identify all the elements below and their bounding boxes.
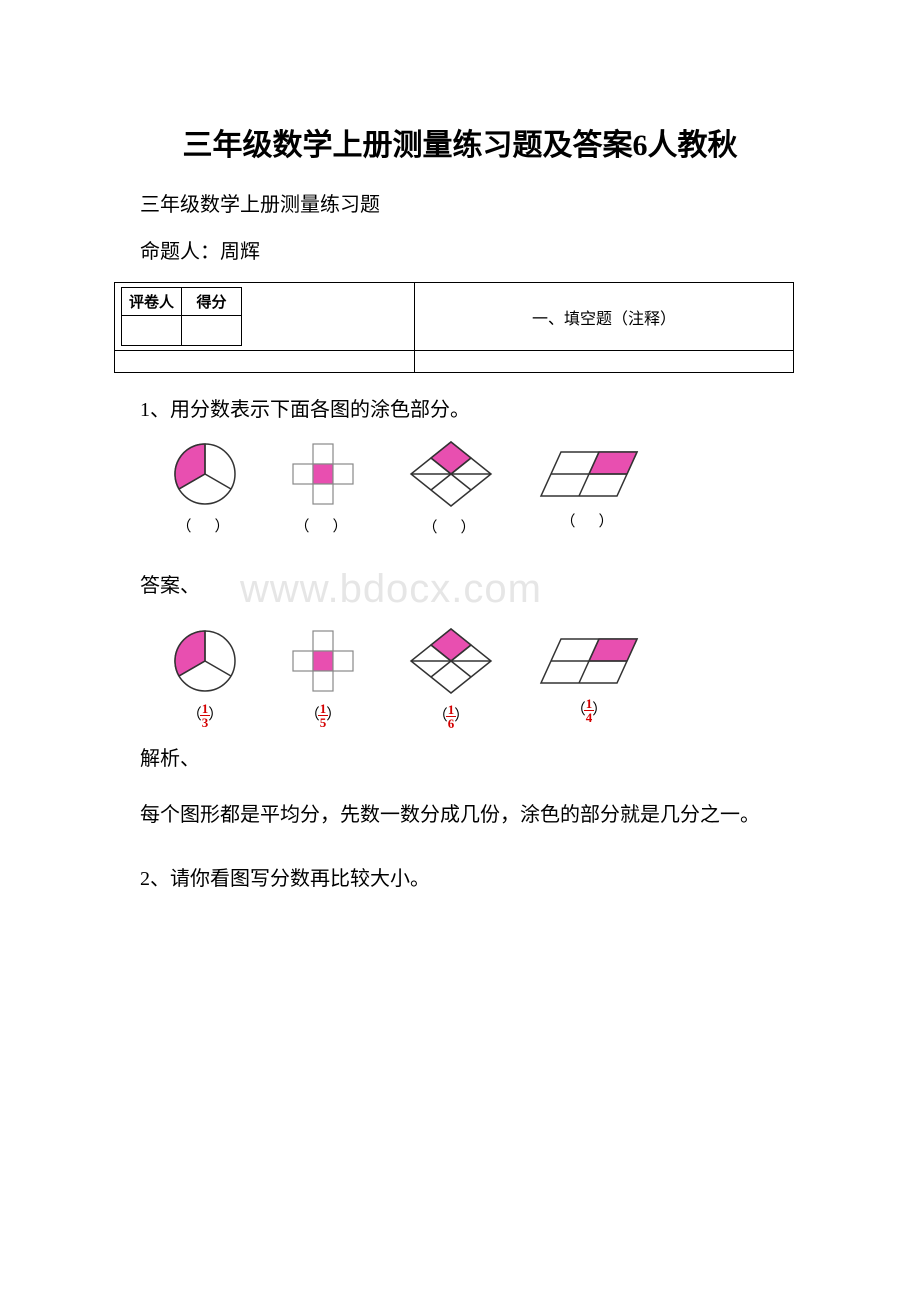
ans-rhombus-caption: （14） <box>571 697 608 724</box>
ans-circle-caption: （13） <box>187 702 224 729</box>
q1-figures: （ ） （ ） <box>160 438 820 537</box>
analysis-text: 每个图形都是平均分，先数一数分成几份，涂色的部分就是几分之一。 <box>100 796 820 834</box>
q1-prompt: 1、用分数表示下面各图的涂色部分。 <box>100 393 820 422</box>
section-label: 一、填空题（注释） <box>415 283 794 351</box>
ans-fig-circle: （13） <box>160 626 250 729</box>
ans-plus-caption: （15） <box>305 702 342 729</box>
ans-fig-rhombus: （14） <box>534 631 644 724</box>
answer-label: 答案、 <box>100 567 820 605</box>
fig-rhombus: （ ） <box>534 444 644 531</box>
fig-circle: （ ） <box>160 439 250 536</box>
ans-fig-hexagon: （16） <box>396 625 506 730</box>
hexagon-icon <box>401 438 501 510</box>
ans-fig-plus: （15） <box>278 626 368 729</box>
q2-prompt: 2、请你看图写分数再比较大小。 <box>100 862 820 891</box>
plus-icon <box>284 626 362 696</box>
hexagon-icon <box>401 625 501 697</box>
score-col-reviewer: 评卷人 <box>122 288 182 316</box>
circle-icon <box>170 626 240 696</box>
fig-plus-caption: （ ） <box>294 515 351 536</box>
score-blank-score <box>182 316 242 346</box>
fig-plus: （ ） <box>278 439 368 536</box>
circle-icon <box>170 439 240 509</box>
score-blank-reviewer <box>122 316 182 346</box>
page-title: 三年级数学上册测量练习题及答案6人教秋 <box>100 120 820 164</box>
fig-hexagon-caption: （ ） <box>422 516 479 537</box>
subtitle: 三年级数学上册测量练习题 <box>100 188 820 217</box>
score-col-score: 得分 <box>182 288 242 316</box>
fig-circle-caption: （ ） <box>176 515 233 536</box>
rhombus-icon <box>537 444 642 504</box>
answer-figures: （13） （15） <box>160 625 820 730</box>
fig-hexagon: （ ） <box>396 438 506 537</box>
score-inner-table: 评卷人 得分 <box>121 287 242 346</box>
fig-rhombus-caption: （ ） <box>560 510 617 531</box>
score-table: 评卷人 得分 一、填空题（注释） <box>114 282 794 373</box>
author-line: 命题人：周辉 <box>100 235 820 264</box>
rhombus-icon <box>537 631 642 691</box>
score-section: 评卷人 得分 一、填空题（注释） <box>100 282 820 373</box>
ans-hexagon-caption: （16） <box>433 703 470 730</box>
plus-icon <box>284 439 362 509</box>
analysis-label: 解析、 <box>100 740 820 778</box>
